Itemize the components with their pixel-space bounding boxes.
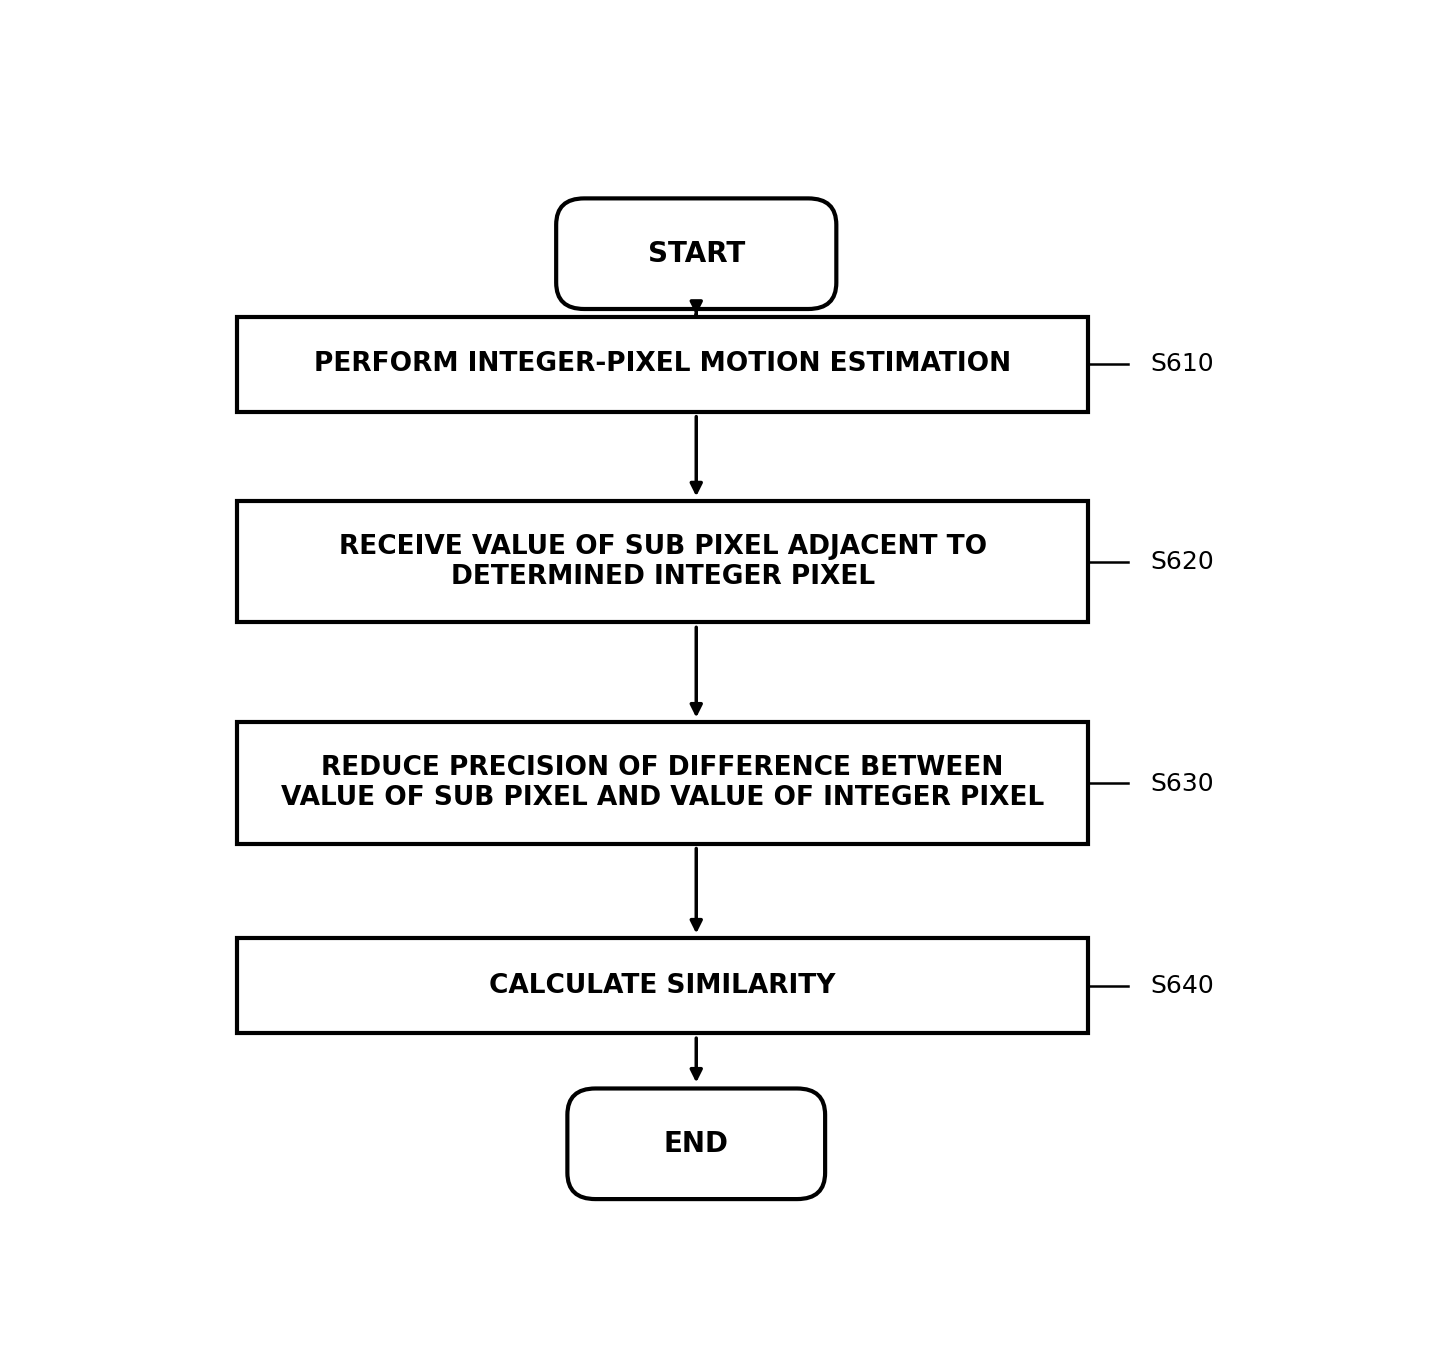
Text: CALCULATE SIMILARITY: CALCULATE SIMILARITY <box>489 973 836 999</box>
Text: END: END <box>664 1130 729 1157</box>
Text: S610: S610 <box>1150 353 1213 376</box>
Text: S620: S620 <box>1150 550 1213 575</box>
Bar <box>237 501 1089 622</box>
FancyBboxPatch shape <box>557 198 836 309</box>
Text: START: START <box>648 239 745 268</box>
Bar <box>237 722 1089 844</box>
Bar <box>237 938 1089 1033</box>
Bar <box>237 317 1089 412</box>
Text: PERFORM INTEGER-PIXEL MOTION ESTIMATION: PERFORM INTEGER-PIXEL MOTION ESTIMATION <box>314 352 1011 378</box>
Text: RECEIVE VALUE OF SUB PIXEL ADJACENT TO
DETERMINED INTEGER PIXEL: RECEIVE VALUE OF SUB PIXEL ADJACENT TO D… <box>338 534 986 590</box>
Text: REDUCE PRECISION OF DIFFERENCE BETWEEN
VALUE OF SUB PIXEL AND VALUE OF INTEGER P: REDUCE PRECISION OF DIFFERENCE BETWEEN V… <box>281 755 1044 811</box>
Text: S640: S640 <box>1150 974 1213 997</box>
Text: S630: S630 <box>1150 772 1213 796</box>
FancyBboxPatch shape <box>567 1089 826 1200</box>
